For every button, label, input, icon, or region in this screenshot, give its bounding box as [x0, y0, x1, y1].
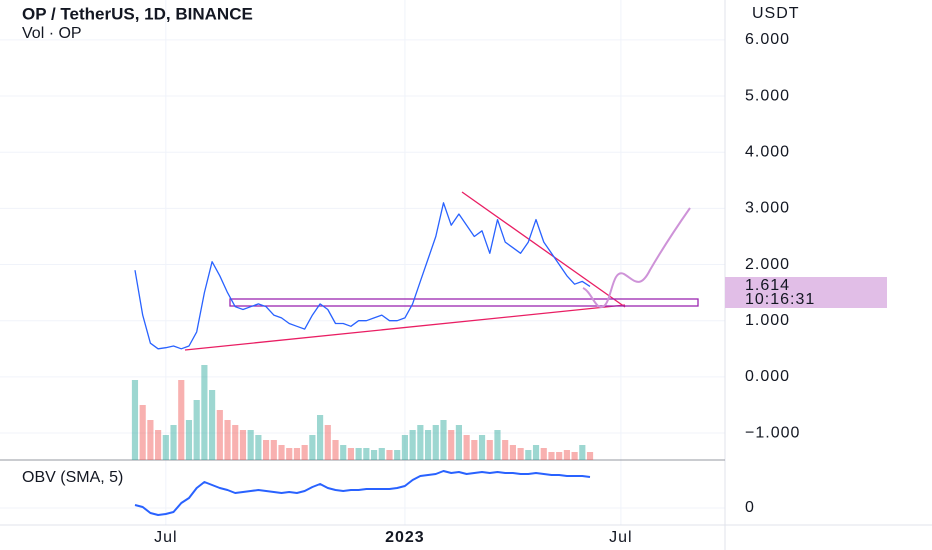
volume-bar — [455, 425, 462, 460]
y-tick-label: 5.000 — [745, 87, 790, 104]
volume-bar — [417, 425, 424, 460]
projection-curve — [582, 207, 691, 309]
volume-bar — [139, 405, 146, 460]
volume-bar — [293, 448, 301, 460]
volume-bar — [209, 390, 216, 460]
drawings — [184, 191, 699, 351]
volume-bar — [494, 430, 501, 460]
volume-bar — [424, 430, 432, 460]
volume-bar — [586, 452, 594, 460]
last-price-box — [725, 277, 887, 308]
volume-bar — [471, 440, 478, 460]
volume-bar — [162, 435, 169, 460]
countdown: 10:16:31 — [745, 291, 815, 308]
volume-bar — [286, 448, 293, 460]
y-tick-label: −1.000 — [745, 424, 800, 441]
volume-bar — [370, 450, 378, 460]
volume-label: Vol · OP — [22, 25, 82, 42]
support-trendline — [184, 304, 626, 351]
volume-bar — [155, 430, 162, 460]
y-tick-label: 2.000 — [745, 256, 790, 273]
volume-bar — [332, 440, 339, 460]
volume-bar — [579, 445, 586, 460]
y-tick-label: 4.000 — [745, 143, 790, 160]
volume-bar — [232, 425, 239, 460]
volume-bar — [147, 420, 154, 460]
y-tick-label: 6.000 — [745, 31, 790, 48]
y-tick-label: 3.000 — [745, 200, 790, 217]
x-tick-label: 2023 — [385, 529, 425, 546]
volume-bar — [216, 410, 223, 460]
volume-bar — [255, 435, 262, 460]
volume-bar — [517, 448, 524, 460]
volume-bar — [378, 448, 385, 460]
volume-bar — [278, 445, 285, 460]
volume-bar — [432, 425, 439, 460]
x-tick-label: Jul — [154, 529, 177, 546]
symbol-title: OP / TetherUS, 1D, BINANCE — [22, 4, 253, 23]
volume-bar — [355, 448, 362, 460]
volume-bar — [463, 435, 470, 460]
obv-line — [134, 470, 591, 516]
volume-bar — [301, 445, 308, 460]
volume-bar — [170, 425, 177, 460]
volume-bar — [571, 452, 578, 460]
resistance-trendline — [461, 191, 626, 308]
volume-bar — [270, 440, 277, 460]
y-tick-label: 1.000 — [745, 312, 790, 329]
volume-bar — [185, 420, 193, 460]
obv-label: OBV (SMA, 5) — [22, 469, 123, 486]
volume-bar — [363, 448, 370, 460]
volume-bar — [247, 430, 254, 460]
volume-bar — [324, 425, 331, 460]
volume-bar — [309, 435, 316, 460]
volume-bar — [502, 440, 509, 460]
volume-bar — [556, 452, 563, 460]
volume-bar — [478, 435, 486, 460]
volume-bar — [448, 430, 455, 460]
volume-bar — [401, 435, 409, 460]
volume-bar — [548, 452, 555, 460]
volume-bar — [540, 448, 547, 460]
range-box — [229, 298, 699, 307]
volume-bar — [340, 445, 347, 460]
last-price: 1.614 — [745, 277, 790, 294]
y2-tick-label: 0 — [745, 499, 755, 516]
volume-bar — [532, 445, 540, 460]
volume-bar — [347, 448, 355, 460]
volume-bar — [525, 450, 532, 460]
volume-bar — [394, 450, 401, 460]
volume-bar — [563, 450, 570, 460]
volume-bar — [263, 440, 270, 460]
volume-bar — [131, 380, 139, 460]
currency-label: USDT — [752, 5, 800, 22]
volume-bar — [201, 365, 208, 460]
volume-bar — [409, 430, 416, 460]
volume-bar — [440, 420, 447, 460]
volume-bar — [178, 380, 185, 460]
volume-bar — [486, 440, 493, 460]
volume-bar — [224, 420, 231, 460]
volume-bar — [193, 400, 200, 460]
volume-bar — [316, 415, 324, 460]
y-tick-label: 0.000 — [745, 368, 790, 385]
x-tick-label: Jul — [609, 529, 632, 546]
price-line — [134, 202, 591, 350]
volume-bar — [239, 430, 247, 460]
volume-bar — [386, 450, 393, 460]
volume-bar — [509, 445, 516, 460]
